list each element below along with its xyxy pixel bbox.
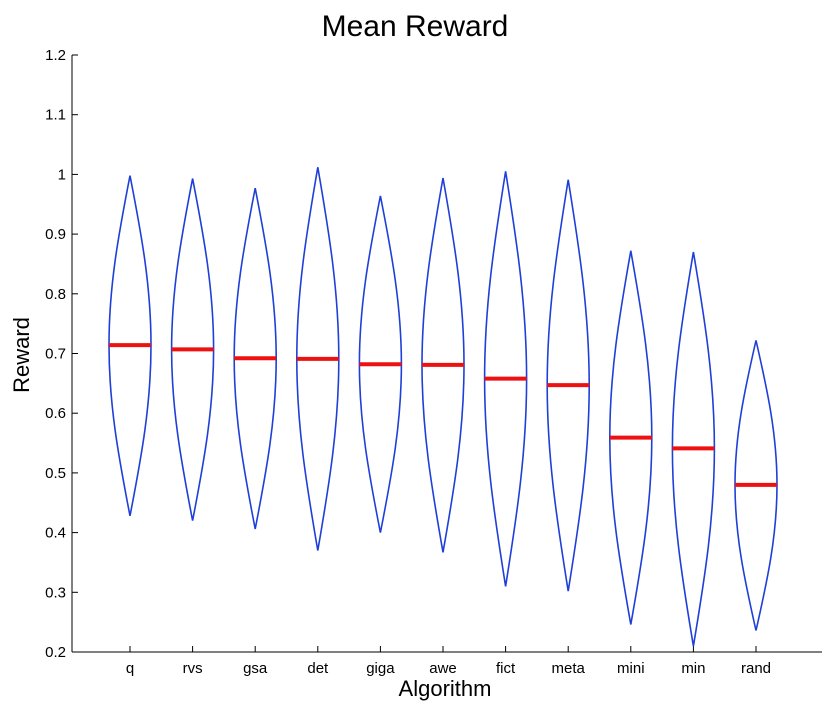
x-tick-label: awe — [429, 660, 457, 677]
x-axis-label: Algorithm — [398, 676, 492, 701]
violin-giga — [358, 195, 403, 533]
y-tick-label: 0.2 — [45, 644, 66, 661]
violin-det — [295, 167, 340, 551]
y-tick-label: 1 — [58, 166, 66, 183]
y-tick-label: 0.4 — [45, 525, 66, 542]
x-tick-label: rand — [741, 660, 771, 677]
violin-fict — [483, 171, 528, 587]
violin-awe — [421, 177, 465, 553]
y-tick-label: 1.1 — [45, 107, 66, 124]
x-tick-label: q — [126, 660, 134, 677]
violin-mini — [608, 250, 653, 625]
x-tick-label: min — [681, 660, 705, 677]
x-tick-label: mini — [617, 660, 645, 677]
x-tick-label: fict — [496, 660, 516, 677]
violin-q — [108, 175, 152, 517]
x-tick-label: gsa — [243, 660, 268, 677]
violin-min — [671, 251, 716, 647]
x-tick-label: rvs — [183, 660, 203, 677]
y-tick-label: 0.5 — [45, 465, 66, 482]
y-tick-label: 0.8 — [45, 286, 66, 303]
y-tick-label: 0.3 — [45, 584, 66, 601]
y-tick-label: 1.2 — [45, 47, 66, 64]
axes: 0.2 0.3 0.4 0.5 0.6 0.7 0.8 0.9 1 1.1 1.2 q rvs gsa de… — [45, 47, 822, 677]
x-tick-label: giga — [366, 660, 395, 677]
violin-rand — [734, 340, 778, 631]
violin-gsa — [233, 187, 278, 530]
x-tick-label: meta — [552, 660, 586, 677]
violin-meta — [546, 179, 591, 592]
y-tick-label: 0.6 — [45, 405, 66, 422]
y-tick-label: 0.7 — [45, 346, 66, 363]
violins — [108, 167, 778, 647]
mean-lines — [109, 343, 777, 487]
violin-rvs — [170, 178, 215, 521]
y-tick-label: 0.9 — [45, 226, 66, 243]
chart-title: Mean Reward — [321, 10, 509, 43]
x-tick-label: det — [307, 660, 329, 677]
